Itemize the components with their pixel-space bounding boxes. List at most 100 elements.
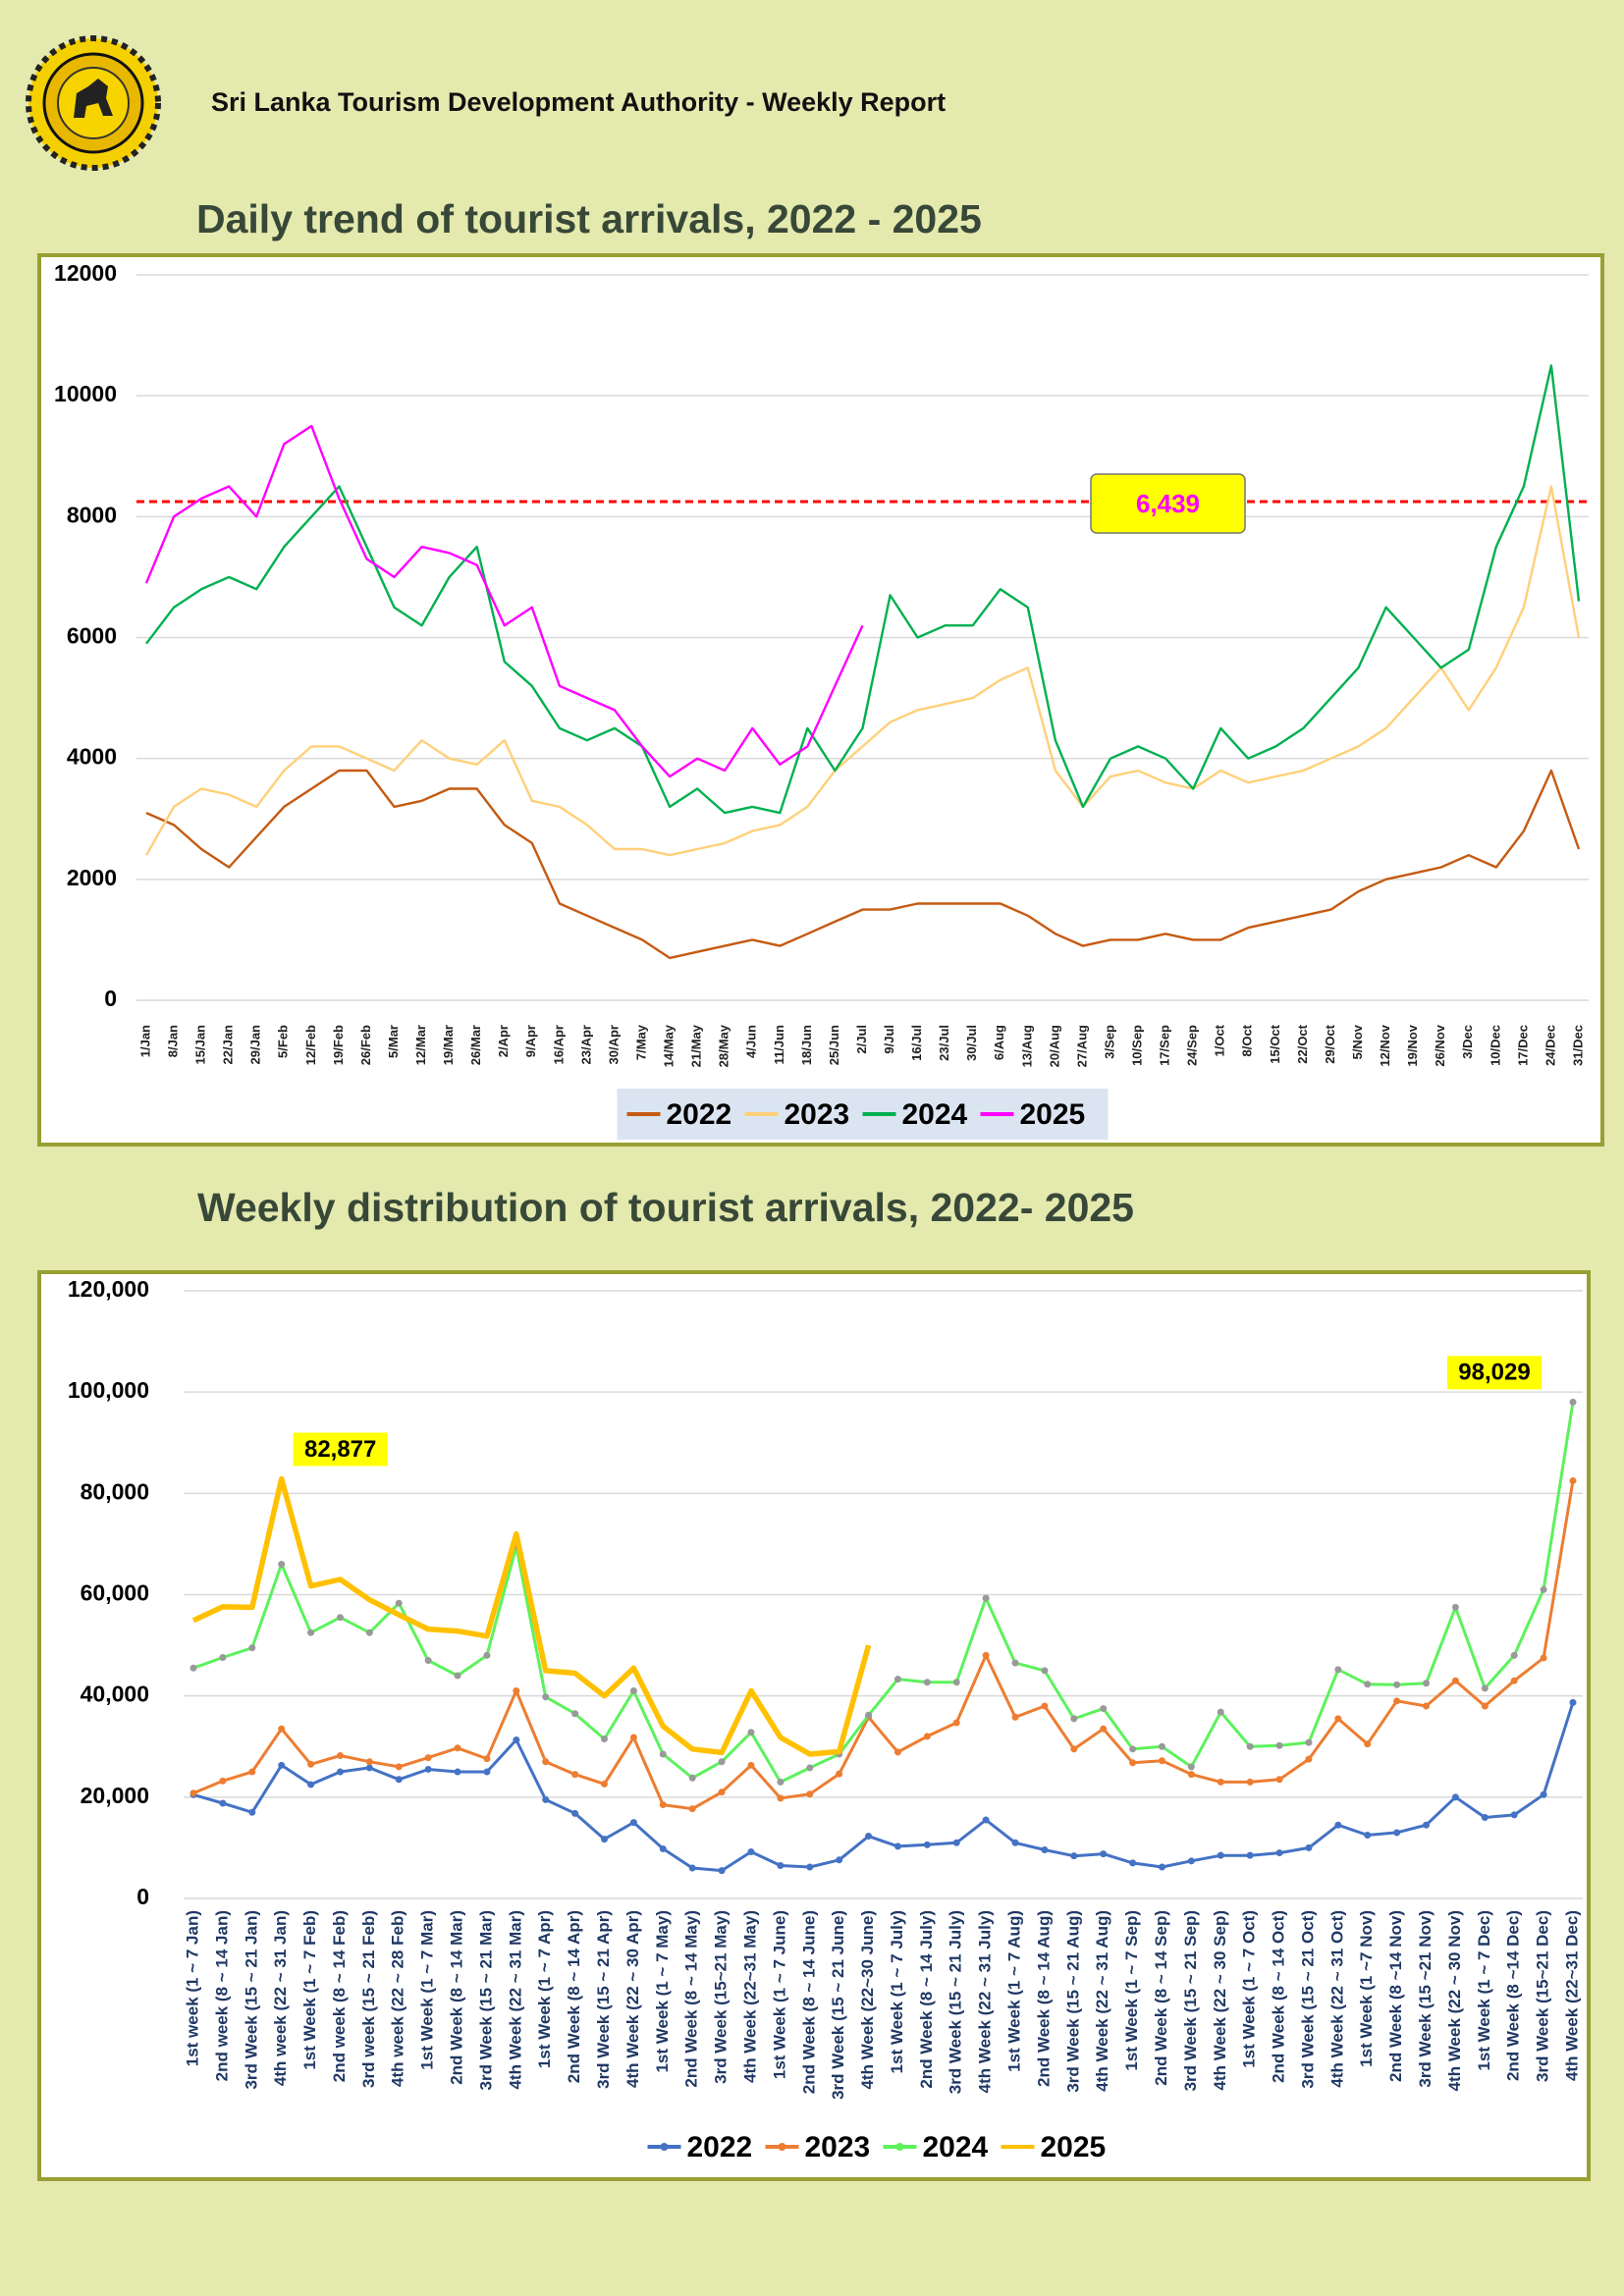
x-tick-label: 1st Week (1 ~ 7 Feb)	[300, 1910, 319, 2070]
point	[659, 1801, 667, 1809]
x-tick-label: 30/Jul	[964, 1025, 979, 1061]
point	[542, 1795, 550, 1803]
x-tick-label: 15/Oct	[1268, 1024, 1282, 1063]
point	[571, 1771, 579, 1779]
x-tick-label: 15/Jan	[193, 1025, 208, 1065]
x-tick-label: 3rd Week (15 ~ 21 Mar)	[476, 1910, 495, 2090]
x-tick-label: 26/Mar	[468, 1025, 483, 1065]
x-tick-label: 2nd Week (8 ~ 14 June)	[799, 1910, 818, 2094]
point	[1510, 1811, 1518, 1819]
series-line	[191, 1475, 872, 1757]
point	[1158, 1742, 1165, 1750]
x-tick-label: 3rd week (15 ~ 21 Feb)	[359, 1910, 378, 2088]
point	[1100, 1705, 1108, 1713]
point	[806, 1790, 814, 1798]
point	[1041, 1667, 1049, 1675]
x-tick-label: 16/Jul	[909, 1025, 924, 1061]
x-tick-label: 2nd Week (8 ~ 14 Mar)	[448, 1910, 466, 2085]
point	[1423, 1702, 1431, 1710]
value-label-box	[293, 1432, 388, 1467]
x-tick-label: 2/Jul	[854, 1025, 869, 1054]
point	[1070, 1715, 1078, 1723]
x-tick-label: 1st Week (1 ~ 7 Mar)	[418, 1910, 437, 2070]
chart-frame	[37, 253, 1604, 1147]
point	[395, 1599, 403, 1607]
point	[777, 1794, 785, 1802]
x-tick-label: 4th Week (22 ~ 30 Sep)	[1211, 1910, 1229, 2090]
x-tick-label: 4th week (22 ~ 28 Feb)	[389, 1910, 407, 2087]
point	[659, 1750, 667, 1758]
point	[1011, 1713, 1019, 1721]
point	[278, 1761, 286, 1769]
y-tick-label: 0	[104, 986, 117, 1011]
x-tick-label: 22/Oct	[1295, 1024, 1310, 1063]
x-tick-label: 3rd Week (15 ~ 21 Apr)	[594, 1910, 613, 2089]
point	[513, 1687, 520, 1695]
x-tick-label: 6/Aug	[992, 1025, 1006, 1060]
point	[688, 1864, 696, 1872]
point	[1334, 1715, 1342, 1723]
x-tick-label: 1/Jan	[137, 1025, 152, 1057]
point	[1158, 1757, 1165, 1765]
legend-label: 2023	[785, 1098, 850, 1131]
x-tick-label: 5/Nov	[1350, 1024, 1365, 1059]
point	[1129, 1745, 1137, 1753]
x-tick-label: 8/Oct	[1240, 1024, 1255, 1056]
x-tick-label: 9/Apr	[523, 1025, 538, 1057]
series-line	[144, 424, 864, 778]
x-tick-label: 1/Oct	[1213, 1024, 1227, 1056]
point	[1217, 1708, 1224, 1716]
x-tick-label: 4th Week (22 ~ 31 Mar)	[506, 1910, 524, 2090]
x-tick-label: 2nd Week (8 ~ 14 Sep)	[1152, 1910, 1170, 2086]
point	[952, 1719, 960, 1727]
point	[189, 1789, 197, 1797]
point	[365, 1764, 373, 1772]
x-tick-label: 19/Mar	[441, 1025, 456, 1065]
point	[424, 1765, 432, 1773]
point	[1100, 1725, 1108, 1733]
point	[424, 1657, 432, 1665]
point	[424, 1754, 432, 1762]
legend-label: 2023	[805, 2131, 871, 2163]
point	[1569, 1698, 1577, 1706]
x-tick-label: 23/Apr	[578, 1025, 593, 1064]
point	[1011, 1839, 1019, 1846]
x-tick-label: 1st Week (1 ~ 7 June)	[770, 1910, 788, 2079]
point	[336, 1768, 344, 1776]
point	[629, 1819, 637, 1827]
x-tick-label: 2nd Week (8 ~ 14 Oct)	[1270, 1910, 1288, 2083]
x-tick-label: 1st Week (1 ~ 7 May)	[653, 1910, 672, 2073]
x-tick-label: 4th Week (22 ~ 31 Aug)	[1093, 1910, 1111, 2092]
point	[1305, 1843, 1313, 1851]
point	[1246, 1742, 1254, 1750]
point	[1334, 1821, 1342, 1829]
point	[1041, 1845, 1049, 1853]
x-tick-label: 3rd Week (15 ~21 Nov)	[1416, 1910, 1435, 2088]
point	[1041, 1702, 1049, 1710]
x-tick-label: 24/Dec	[1543, 1025, 1557, 1066]
series-line	[192, 1480, 1575, 1811]
x-tick-label: 20/Aug	[1047, 1025, 1061, 1067]
point	[1305, 1738, 1313, 1746]
point	[248, 1768, 256, 1776]
x-tick-label: 11/Jun	[772, 1025, 786, 1065]
point	[1275, 1741, 1283, 1749]
x-tick-label: 1st Week (1 ~ 7 Dec)	[1475, 1910, 1493, 2071]
x-tick-label: 4th Week (22 ~ 31 July)	[976, 1910, 995, 2093]
point	[836, 1856, 843, 1864]
x-tick-label: 2nd Week (8 ~ 14 Aug)	[1034, 1910, 1053, 2087]
x-tick-label: 9/Jul	[882, 1025, 896, 1054]
x-tick-label: 29/Jan	[248, 1025, 263, 1065]
point	[307, 1760, 315, 1768]
point	[219, 1799, 227, 1807]
series-line	[145, 364, 1581, 815]
y-tick-label: 20,000	[81, 1783, 149, 1808]
point	[1246, 1778, 1254, 1786]
x-tick-label: 10/Sep	[1130, 1025, 1145, 1066]
x-tick-label: 1st Week (1 ~ 7 July)	[888, 1910, 906, 2073]
x-tick-label: 1st week (1 ~ 7 Jan)	[183, 1910, 201, 2066]
point	[1481, 1684, 1489, 1692]
y-tick-label: 10000	[54, 381, 117, 406]
x-tick-label: 3rd Week (15 ~ 21 July)	[947, 1910, 965, 2094]
point	[1393, 1697, 1401, 1705]
